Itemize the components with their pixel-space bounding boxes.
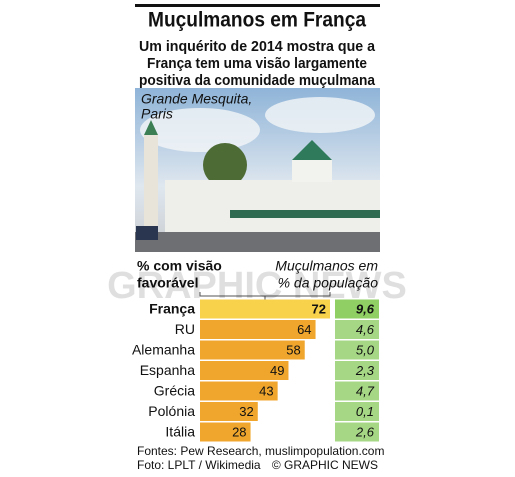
bar <box>200 320 316 339</box>
bar-value-label: 28 <box>232 424 246 439</box>
sources: Fontes: Pew Research, muslimpopulation.c… <box>137 444 384 458</box>
subtitle: França tem uma visão largamente <box>147 55 367 72</box>
category-label: Grécia <box>154 383 195 399</box>
bar-value-label: 72 <box>312 301 326 316</box>
bar-value-label: 64 <box>297 322 311 337</box>
photo-credit: Foto: LPLT / Wikimedia <box>137 458 261 472</box>
bar <box>200 381 278 401</box>
column-header: Muçulmanos em <box>275 258 378 274</box>
category-label: Alemanha <box>132 342 195 358</box>
share-value-label: 2,3 <box>355 363 375 378</box>
bar <box>200 299 330 319</box>
share-box <box>335 340 379 360</box>
subtitle: Um inquérito de 2014 mostra que a <box>139 38 376 55</box>
share-value-label: 2,6 <box>355 424 375 439</box>
title: Muçulmanos em França <box>148 9 366 32</box>
category-label: Espanha <box>140 362 195 378</box>
share-box <box>335 299 379 319</box>
bar <box>200 361 289 380</box>
bar-value-label: 43 <box>259 383 273 398</box>
share-value-label: 4,7 <box>356 383 375 398</box>
share-value-label: 9,6 <box>356 301 375 316</box>
share-box <box>335 402 379 421</box>
column-header: % da população <box>278 275 379 291</box>
category-label: França <box>149 301 195 317</box>
category-label: Polónia <box>148 403 195 419</box>
share-value-label: 0,1 <box>356 404 374 419</box>
bracket <box>199 292 331 300</box>
bar-value-label: 32 <box>239 404 253 419</box>
category-label: RU <box>175 321 195 337</box>
share-box <box>335 381 379 401</box>
photo-caption: Paris <box>141 106 173 122</box>
photo: Grande Mesquita, Paris <box>135 88 380 252</box>
category-label: Itália <box>165 424 195 440</box>
bar-value-label: 58 <box>286 342 300 357</box>
bar <box>200 402 258 421</box>
share-box <box>335 320 379 339</box>
column-header: favorável <box>137 275 198 291</box>
bar <box>200 422 251 442</box>
share-box <box>335 361 379 380</box>
bar <box>200 340 305 360</box>
top-rule <box>135 4 380 7</box>
subtitle: positiva da comunidade muçulmana <box>139 72 376 89</box>
copyright: © GRAPHIC NEWS <box>272 458 378 472</box>
rows: França 72 9,6 RU 64 4,6 Alemanha 58 5,0 Espanha 49… <box>132 299 379 442</box>
column-header: % com visão <box>137 258 222 274</box>
share-box <box>335 422 379 442</box>
photo-caption: Grande Mesquita, <box>141 91 252 107</box>
share-value-label: 5,0 <box>356 342 375 357</box>
bar-value-label: 49 <box>270 363 284 378</box>
share-value-label: 4,6 <box>356 322 375 337</box>
